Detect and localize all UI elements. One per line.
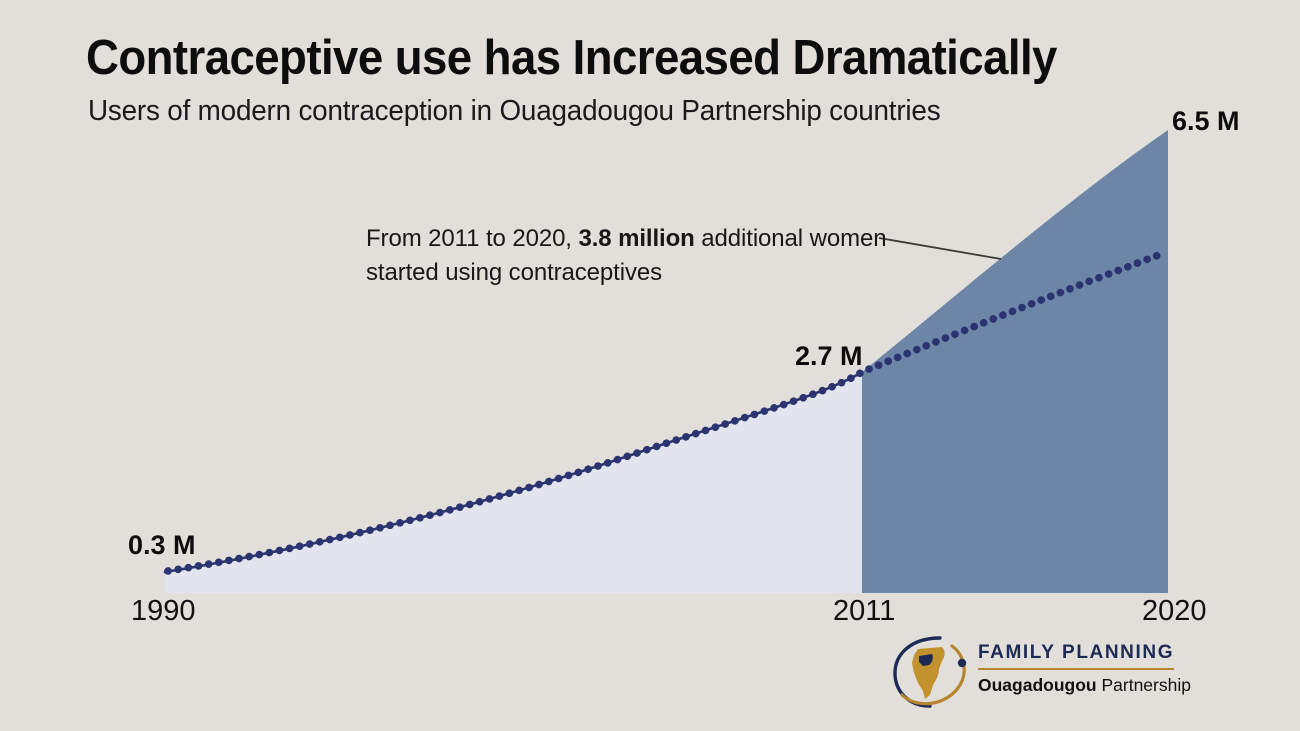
area-fill-growth [862, 130, 1168, 593]
africa-globe-icon [893, 636, 967, 708]
logo-divider [978, 668, 1174, 670]
value-label-mid: 2.7 M [795, 341, 863, 371]
x-axis-label-1990: 1990 [131, 595, 196, 627]
logo-title: FAMILY PLANNING [978, 642, 1175, 663]
annotation-suffix: additional women started using contracep… [366, 225, 887, 286]
page-title: Contraceptive use has Increased Dramatic… [86, 31, 1057, 85]
annotation-emphasis: 3.8 million [578, 225, 695, 252]
area-fill-historic [165, 372, 862, 593]
organization-logo: FAMILY PLANNING Ouagadougou Partnership [890, 633, 1191, 711]
logo-text-block: FAMILY PLANNING Ouagadougou Partnership [978, 641, 1191, 696]
annotation-leader-line [878, 237, 1002, 260]
x-axis-label-2020: 2020 [1142, 595, 1207, 627]
logo-subtitle-rest: Partnership [1096, 674, 1191, 695]
logo-subtitle-bold: Ouagadougou [978, 674, 1097, 695]
annotation-prefix: From 2011 to 2020, [366, 225, 579, 252]
logo-subtitle: Ouagadougou Partnership [978, 674, 1191, 696]
value-label-start: 0.3 M [128, 530, 196, 560]
annotation-callout: From 2011 to 2020, 3.8 million additiona… [366, 222, 896, 290]
x-axis-label-2011: 2011 [833, 595, 896, 627]
trend-line-dotted [164, 249, 1168, 575]
value-label-end: 6.5 M [1172, 106, 1240, 136]
page-subtitle: Users of modern contraception in Ouagado… [88, 95, 941, 127]
